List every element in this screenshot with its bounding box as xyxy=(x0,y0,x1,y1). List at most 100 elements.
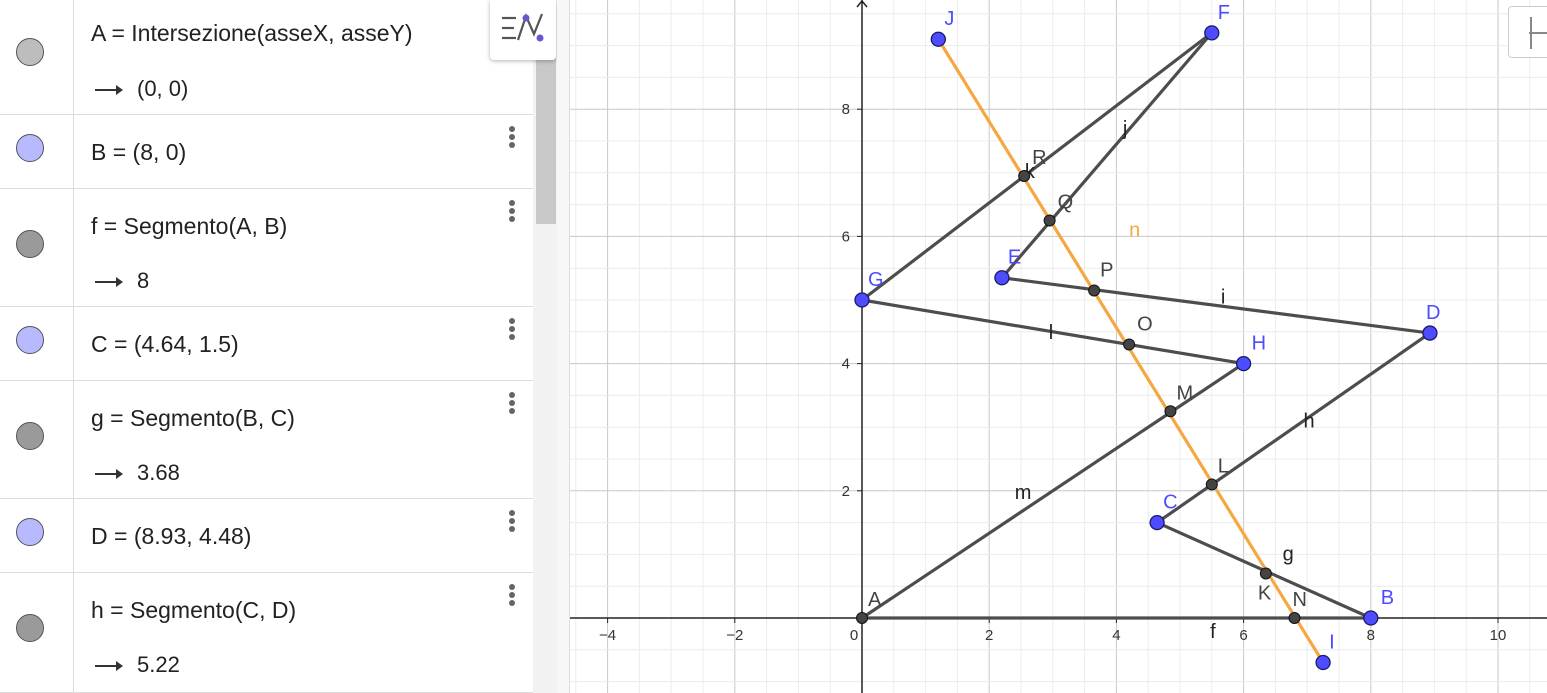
point-M xyxy=(1164,405,1177,418)
point-J xyxy=(930,31,946,47)
algebra-description-toggle-button[interactable] xyxy=(490,0,556,60)
segment-label-n: n xyxy=(1129,219,1140,241)
row-definition[interactable]: B = (8, 0) xyxy=(91,139,187,165)
more-options-icon[interactable] xyxy=(506,506,518,536)
menu-dot xyxy=(509,318,515,324)
point-N xyxy=(1288,612,1301,624)
segment-label-k: k xyxy=(1025,161,1036,183)
segment-label-f: f xyxy=(1210,621,1216,643)
menu-dot xyxy=(509,400,515,406)
y-tick-label: 2 xyxy=(842,483,850,500)
segment-i xyxy=(1000,276,1432,335)
y-tick-label: 8 xyxy=(842,101,850,118)
point-label-I: I xyxy=(1329,632,1335,654)
x-tick-label: 10 xyxy=(1490,627,1507,644)
algebra-row[interactable]: g = Segmento(B, C) 3.68 xyxy=(0,381,533,499)
point-E xyxy=(994,270,1010,286)
segment-label-j: j xyxy=(1122,118,1127,140)
point-label-L: L xyxy=(1218,455,1229,477)
menu-dot xyxy=(509,208,515,214)
menu-dot xyxy=(509,526,515,532)
view-divider[interactable] xyxy=(557,0,570,693)
row-separator xyxy=(73,499,74,572)
row-definition[interactable]: g = Segmento(B, C) xyxy=(91,405,295,431)
visibility-toggle[interactable] xyxy=(16,518,44,546)
more-options-icon[interactable] xyxy=(506,196,518,226)
point-Q xyxy=(1043,214,1056,227)
row-definition[interactable]: A = Intersezione(asseX, asseY) xyxy=(91,20,413,46)
output-arrow-icon xyxy=(95,469,123,480)
visibility-toggle[interactable] xyxy=(16,134,44,162)
menu-dot xyxy=(509,518,515,524)
point-label-A: A xyxy=(868,589,882,611)
segment-h xyxy=(1155,331,1432,525)
menu-dot xyxy=(509,216,515,222)
point-label-N: N xyxy=(1292,589,1306,611)
algebra-row[interactable]: h = Segmento(C, D) 5.22 xyxy=(0,573,533,693)
x-tick-label: 4 xyxy=(1112,627,1120,644)
graphics-canvas[interactable]: −4 −2 0 2 4 6 8 10 2 4 6 8 f g h i j k l m n A R Q P O M L K N J F E G D H C… xyxy=(570,0,1547,693)
algebra-view: A = Intersezione(asseX, asseY) (0, 0) B = … xyxy=(0,0,533,693)
algebra-row[interactable]: B = (8, 0) xyxy=(0,115,533,189)
visibility-toggle[interactable] xyxy=(16,230,44,258)
row-output-value: 5.22 xyxy=(137,652,180,677)
segment-label-i: i xyxy=(1221,287,1225,309)
visibility-toggle[interactable] xyxy=(16,614,44,642)
algebra-row[interactable]: C = (4.64, 1.5) xyxy=(0,307,533,381)
menu-dot xyxy=(509,326,515,332)
y-tick-label: 4 xyxy=(842,356,850,373)
y-axis-arrow-icon xyxy=(856,0,868,8)
menu-dot xyxy=(509,126,515,132)
point-F xyxy=(1204,25,1220,41)
visibility-toggle[interactable] xyxy=(16,422,44,450)
graphics-settings-button[interactable] xyxy=(1508,6,1547,58)
row-definition[interactable]: f = Segmento(A, B) xyxy=(91,213,288,239)
row-definition[interactable]: h = Segmento(C, D) xyxy=(91,597,297,623)
row-separator xyxy=(73,307,74,380)
menu-dot xyxy=(509,408,515,414)
more-options-icon[interactable] xyxy=(506,314,518,344)
row-separator xyxy=(73,115,74,188)
menu-dot xyxy=(509,584,515,590)
point-L xyxy=(1205,478,1218,491)
row-definition[interactable]: D = (8.93, 4.48) xyxy=(91,523,252,549)
more-options-icon[interactable] xyxy=(506,122,518,152)
more-options-icon[interactable] xyxy=(506,580,518,610)
row-output-value: 8 xyxy=(137,268,150,293)
algebra-style-icon xyxy=(502,12,544,42)
menu-dot xyxy=(509,334,515,340)
point-label-D: D xyxy=(1426,302,1440,324)
algebra-row[interactable]: D = (8.93, 4.48) xyxy=(0,499,533,573)
menu-dot xyxy=(509,142,515,148)
visibility-toggle[interactable] xyxy=(16,38,44,66)
point-label-M: M xyxy=(1176,382,1193,404)
point-label-B: B xyxy=(1381,587,1394,609)
segment-l xyxy=(860,298,1246,366)
algebra-row[interactable]: f = Segmento(A, B) 8 xyxy=(0,189,533,307)
point-H xyxy=(1235,355,1252,372)
output-arrow-icon xyxy=(95,661,123,672)
more-options-icon[interactable] xyxy=(506,388,518,418)
segment-m xyxy=(860,362,1246,620)
segment-j xyxy=(1000,31,1214,280)
visibility-toggle[interactable] xyxy=(16,326,44,354)
x-tick-label: 2 xyxy=(985,627,993,644)
graphics-view[interactable]: −4 −2 0 2 4 6 8 10 2 4 6 8 f g h i j k l m n A R Q P O M L K N J F E G D H C… xyxy=(570,0,1547,693)
point-B xyxy=(1363,610,1379,626)
segment-k xyxy=(860,31,1214,302)
menu-dot xyxy=(509,200,515,206)
algebra-row[interactable]: A = Intersezione(asseX, asseY) (0, 0) xyxy=(0,0,533,115)
menu-dot xyxy=(509,592,515,598)
segment-n xyxy=(936,38,1325,664)
point-D xyxy=(1422,325,1438,341)
menu-dot xyxy=(509,600,515,606)
algebra-scrollbar-thumb[interactable] xyxy=(536,58,556,224)
point-I xyxy=(1315,654,1331,671)
row-output-value: 3.68 xyxy=(137,460,180,485)
point-O xyxy=(1123,338,1136,351)
x-tick-label: 8 xyxy=(1367,627,1375,644)
x-tick-label: 6 xyxy=(1239,627,1247,644)
row-output: 5.22 xyxy=(95,652,180,678)
point-label-K: K xyxy=(1258,582,1272,604)
row-definition[interactable]: C = (4.64, 1.5) xyxy=(91,331,239,357)
